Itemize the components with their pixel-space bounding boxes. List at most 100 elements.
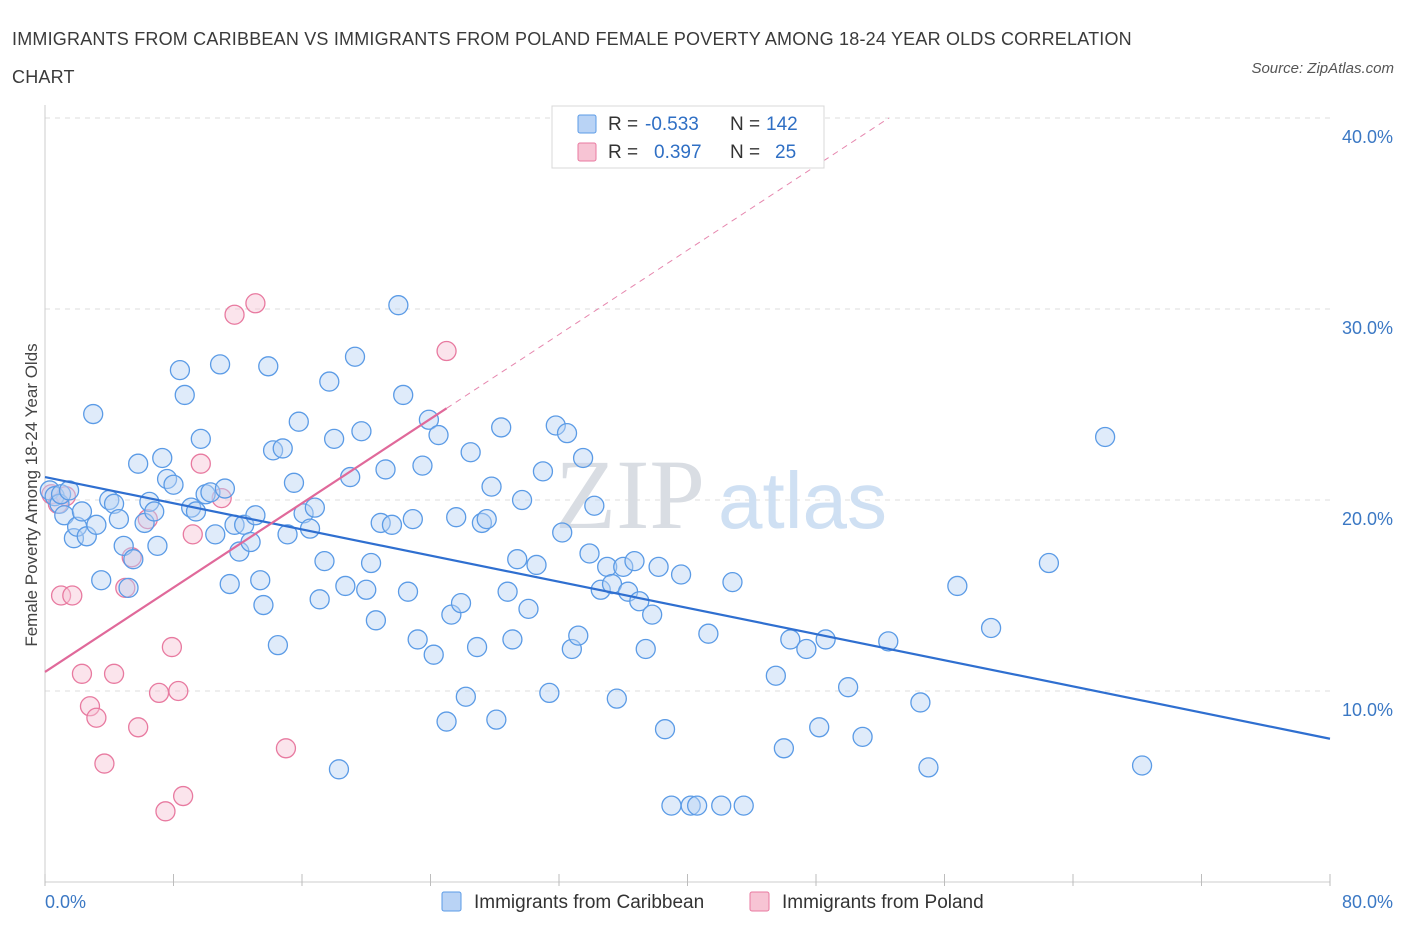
x-tick-label-0: 0.0% (45, 892, 86, 912)
legend-r-value-caribbean: -0.533 (645, 114, 699, 135)
caribbean-point-118 (654, 719, 676, 740)
caribbean-point-72 (397, 581, 419, 602)
caribbean-point-81 (446, 507, 467, 528)
caribbean-point-82 (450, 592, 472, 614)
caribbean-point-14 (103, 493, 125, 514)
x-tick-labels: 0.0% 80.0% (45, 892, 1393, 912)
poland-point-24 (275, 738, 297, 759)
caribbean-point-23 (147, 535, 168, 556)
caribbean-point-102 (561, 638, 582, 660)
caribbean-point-121 (680, 795, 701, 816)
caribbean-trend-line (44, 476, 1331, 740)
caribbean-point-22 (144, 501, 165, 522)
caribbean-point-66 (365, 610, 387, 631)
legend-n-value-caribbean: 142 (766, 114, 798, 135)
caribbean-point-105 (579, 543, 600, 564)
caribbean-point-111 (613, 556, 634, 577)
caribbean-point-30 (185, 501, 207, 522)
caribbean-point-19 (128, 453, 149, 474)
caribbean-point-116 (642, 604, 663, 625)
caribbean-point-73 (402, 508, 423, 530)
caribbean-point-11 (86, 514, 107, 535)
series-legend-swatch-poland (749, 891, 770, 912)
caribbean-point-141 (1094, 426, 1116, 448)
caribbean-point-119 (661, 795, 682, 816)
caribbean-point-47 (267, 635, 289, 656)
caribbean-point-54 (304, 497, 326, 518)
caribbean-point-18 (123, 549, 144, 570)
caribbean-point-132 (815, 629, 836, 650)
caribbean-point-8 (71, 501, 93, 522)
caribbean-point-25 (156, 468, 178, 490)
caribbean-point-74 (407, 629, 428, 650)
caribbean-points (39, 295, 1153, 816)
caribbean-point-34 (205, 524, 226, 545)
caribbean-point-75 (412, 455, 433, 476)
poland-point-2 (50, 585, 72, 606)
caribbean-point-35 (209, 354, 231, 375)
caribbean-point-140 (1038, 552, 1060, 574)
poland-point-12 (128, 717, 149, 738)
legend-swatch-caribbean (577, 114, 597, 134)
poland-point-15 (155, 801, 176, 822)
caribbean-point-63 (351, 421, 372, 442)
poland-point-16 (161, 636, 183, 658)
caribbean-point-59 (328, 759, 350, 780)
caribbean-point-77 (423, 644, 444, 665)
caribbean-point-26 (163, 474, 184, 495)
caribbean-point-52 (293, 503, 314, 524)
poland-point-9 (103, 663, 125, 684)
poland-point-22 (224, 304, 245, 325)
caribbean-point-94 (511, 489, 533, 511)
legend-r-label-caribbean: R = (608, 114, 638, 135)
y-tick-label-2: 30.0% (1342, 318, 1393, 338)
caribbean-point-124 (711, 795, 732, 816)
caribbean-point-27 (169, 359, 191, 381)
caribbean-point-49 (277, 524, 298, 545)
caribbean-point-31 (190, 428, 211, 450)
caribbean-point-10 (83, 403, 104, 425)
series-legend-label-caribbean: Immigrants from Caribbean (474, 892, 704, 913)
legend-n-label-caribbean: N = (730, 114, 760, 135)
caribbean-point-15 (108, 508, 130, 530)
caribbean-point-17 (118, 577, 139, 599)
caribbean-point-96 (526, 554, 547, 576)
poland-point-5 (71, 663, 93, 684)
caribbean-point-128 (773, 738, 795, 759)
legend-n-value-poland: 25 (775, 142, 796, 163)
caribbean-point-99 (545, 415, 566, 436)
poland-point-6 (79, 696, 101, 717)
caribbean-point-6 (63, 528, 85, 549)
caribbean-point-45 (258, 356, 279, 377)
caribbean-point-110 (606, 688, 627, 709)
caribbean-point-122 (686, 795, 708, 816)
caribbean-point-65 (360, 552, 382, 574)
correlation-legend: R = -0.533 N = 142 R = 0.397 N = 25 (551, 105, 825, 169)
caribbean-point-142 (1131, 755, 1153, 776)
y-tick-label-3: 40.0% (1342, 127, 1393, 147)
caribbean-point-58 (323, 428, 345, 450)
watermark-atlas: atlas (718, 456, 887, 545)
caribbean-point-88 (481, 476, 502, 497)
caribbean-point-71 (393, 384, 414, 406)
caribbean-point-44 (253, 594, 274, 616)
poland-points (41, 293, 457, 822)
legend-r-label-poland: R = (608, 142, 638, 163)
caribbean-point-92 (502, 629, 523, 650)
caribbean-point-57 (319, 371, 340, 392)
caribbean-point-117 (648, 556, 669, 577)
poland-point-19 (182, 524, 203, 545)
chart-source: Source: ZipAtlas.com (1251, 60, 1394, 77)
caribbean-point-89 (486, 709, 507, 730)
caribbean-point-106 (584, 495, 605, 516)
caribbean-point-137 (918, 757, 939, 778)
legend-swatch-poland (577, 142, 597, 162)
watermark-zip: ZIP (555, 439, 705, 550)
poland-point-14 (148, 682, 170, 704)
poland-point-20 (190, 453, 211, 474)
caribbean-point-43 (250, 570, 271, 591)
caribbean-point-136 (910, 692, 931, 713)
caribbean-point-90 (491, 417, 512, 438)
poland-point-4 (62, 585, 83, 606)
